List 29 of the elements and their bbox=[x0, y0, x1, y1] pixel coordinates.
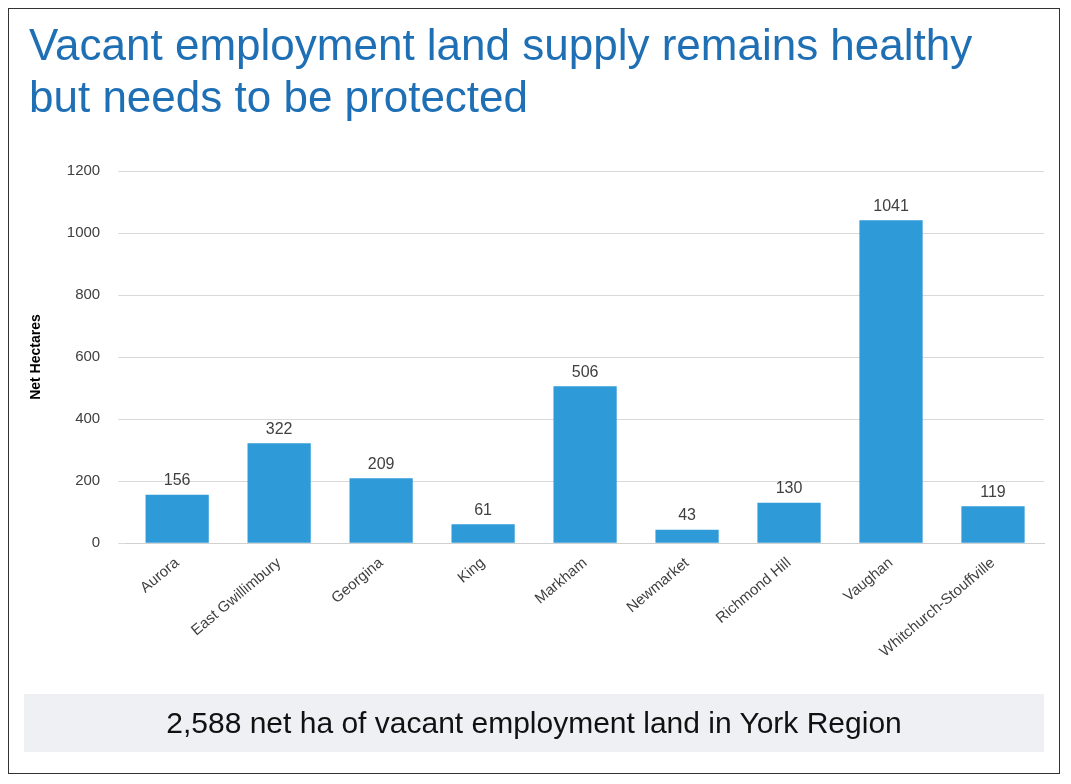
bar bbox=[757, 502, 821, 543]
bar bbox=[349, 478, 413, 543]
data-label: 1041 bbox=[873, 196, 909, 214]
chart-title: Vacant employment land supply remains healthy but needs to be protected bbox=[28, 19, 974, 123]
bar bbox=[247, 443, 311, 543]
bar bbox=[655, 529, 719, 543]
y-tick-label: 0 bbox=[91, 533, 101, 551]
bar bbox=[451, 524, 515, 543]
data-label: 43 bbox=[678, 506, 697, 524]
data-label: 156 bbox=[163, 471, 191, 489]
y-tick-label: 200 bbox=[75, 471, 101, 489]
y-tick-label: 600 bbox=[75, 347, 101, 365]
y-tick-label: 1200 bbox=[66, 161, 101, 179]
bar bbox=[859, 220, 923, 543]
y-tick-label: 400 bbox=[75, 409, 101, 427]
y-axis-title: Net Hectares bbox=[27, 314, 44, 400]
data-label: 119 bbox=[980, 482, 1006, 500]
data-label: 506 bbox=[571, 362, 599, 380]
bar bbox=[553, 386, 617, 543]
x-tick-label: King bbox=[453, 553, 488, 586]
data-label: 209 bbox=[367, 454, 395, 472]
y-tick-label: 1000 bbox=[66, 223, 101, 241]
data-label: 61 bbox=[474, 500, 493, 518]
y-tick-label: 800 bbox=[75, 285, 101, 303]
data-label: 322 bbox=[265, 419, 293, 437]
data-label: 130 bbox=[775, 479, 803, 497]
bar bbox=[145, 494, 209, 543]
text: 2,588 net ha of vacant employment land in York Region bbox=[24, 694, 1044, 752]
bar bbox=[961, 506, 1025, 543]
